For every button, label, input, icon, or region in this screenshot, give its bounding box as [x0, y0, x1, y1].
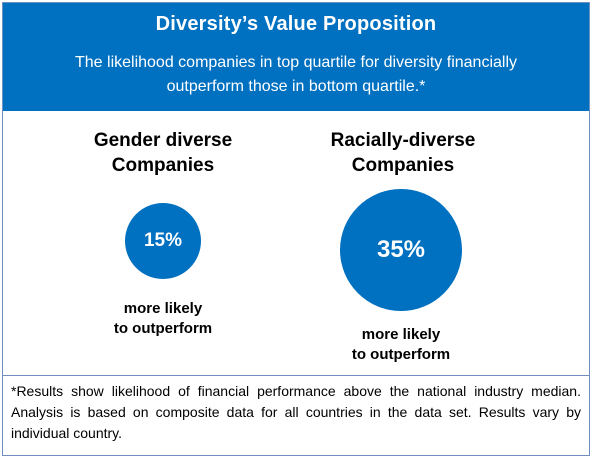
footnote: *Results show likelihood of financial pe…	[11, 383, 581, 441]
racial-title-line-2: Companies	[351, 155, 455, 176]
gender-caption-line-2: to outperform	[113, 320, 213, 337]
gender-title-line-1: Gender diverse	[93, 130, 233, 151]
gender-caption-line-1: more likely	[123, 300, 203, 317]
gender-value: 15%	[143, 230, 183, 251]
gender-column-title: Gender diverse Companies	[53, 128, 273, 178]
header-subtitle: The likelihood companies in top quartile…	[33, 51, 559, 99]
subtitle-line-1: The likelihood companies in top quartile…	[75, 54, 517, 71]
subtitle-line-2: outperform those in bottom quartile.*	[166, 78, 426, 95]
racial-caption-line-1: more likely	[361, 326, 441, 343]
page-title: Diversity’s Value Proposition	[155, 13, 437, 35]
racial-caption-line-2: to outperform	[351, 346, 451, 363]
gender-value-bubble: 15%	[125, 203, 201, 279]
racial-value-bubble: 35%	[340, 189, 462, 311]
racial-title-line-1: Racially-diverse	[330, 130, 476, 151]
racial-column-title: Racially-diverse Companies	[293, 128, 513, 178]
infographic-frame: Diversity’s Value Proposition The likeli…	[2, 2, 590, 456]
gender-title-line-2: Companies	[111, 155, 215, 176]
gender-caption: more likely to outperform	[83, 299, 243, 339]
header-banner: Diversity’s Value Proposition The likeli…	[3, 3, 589, 111]
racial-value: 35%	[376, 236, 426, 263]
racial-caption: more likely to outperform	[321, 325, 481, 365]
footnote-divider	[3, 375, 589, 376]
